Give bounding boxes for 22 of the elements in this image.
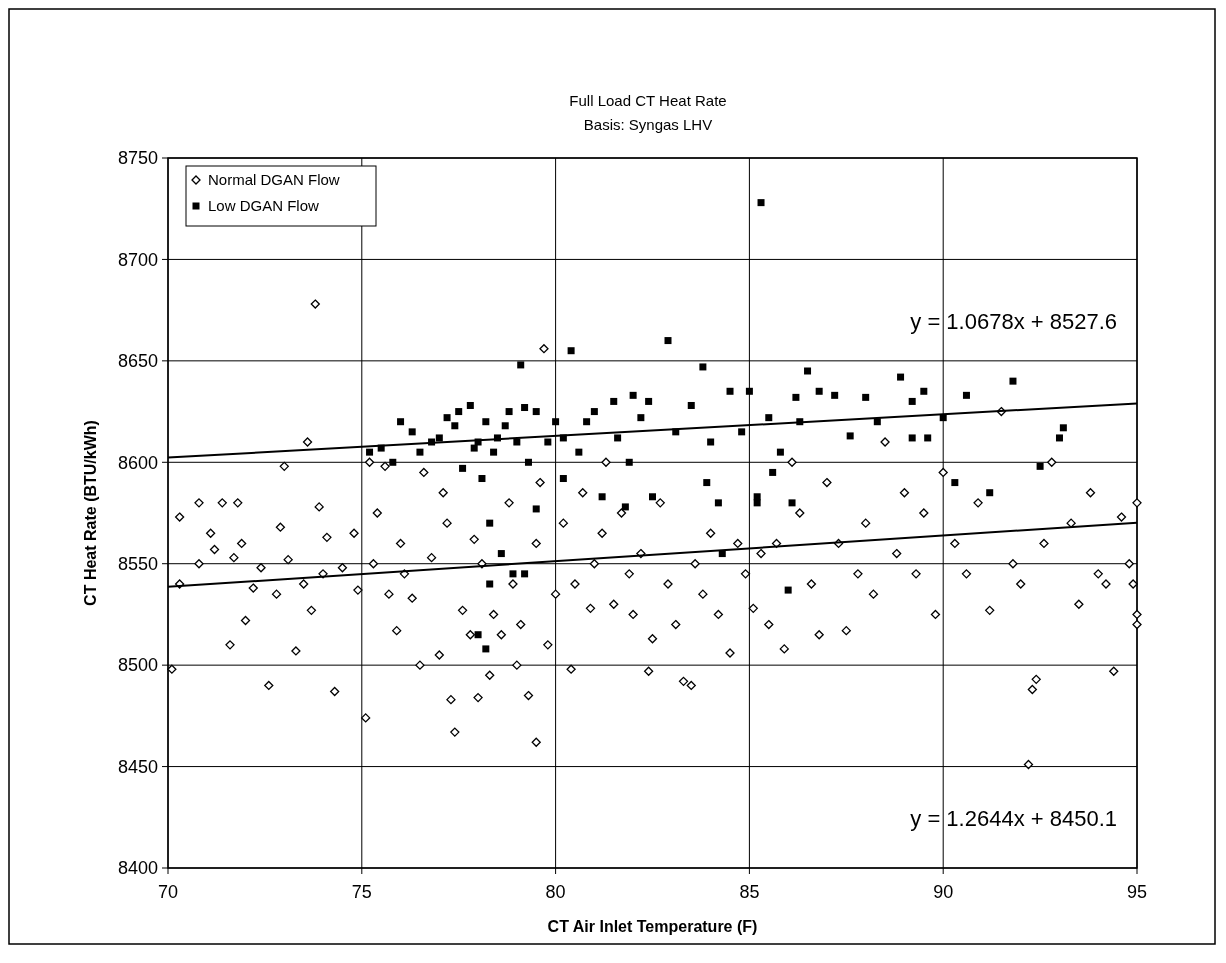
y-tick-label: 8650 [117, 351, 158, 372]
y-tick-label: 8700 [117, 249, 158, 270]
x-tick-label: 80 [545, 882, 566, 902]
x-axis-title: CT Air Inlet Temperature (F) [547, 918, 758, 935]
y-tick-label: 8750 [117, 148, 158, 169]
chart-subtitle: Basis: Syngas LHV [583, 116, 713, 133]
x-tick-label: 85 [739, 882, 760, 902]
x-tick-label: 90 [933, 882, 954, 902]
annotation: y = 1.0678x + 8527.6 [910, 309, 1117, 334]
x-tick-label: 75 [351, 882, 372, 902]
y-tick-label: 8450 [117, 756, 158, 777]
legend-label: Low DGAN Flow [208, 197, 320, 215]
chart-title: Full Load CT Heat Rate [569, 92, 727, 109]
y-tick-label: 8600 [117, 452, 158, 473]
y-tick-label: 8400 [117, 858, 158, 879]
annotation: y = 1.2644x + 8450.1 [910, 806, 1117, 831]
y-axis-title: CT Heat Rate (BTU/kWh) [82, 420, 99, 606]
legend-label: Normal DGAN Flow [208, 171, 340, 189]
x-tick-label: 70 [157, 882, 179, 902]
y-tick-label: 8550 [117, 554, 158, 575]
x-tick-label: 95 [1126, 882, 1148, 902]
y-tick-label: 8500 [117, 655, 158, 676]
